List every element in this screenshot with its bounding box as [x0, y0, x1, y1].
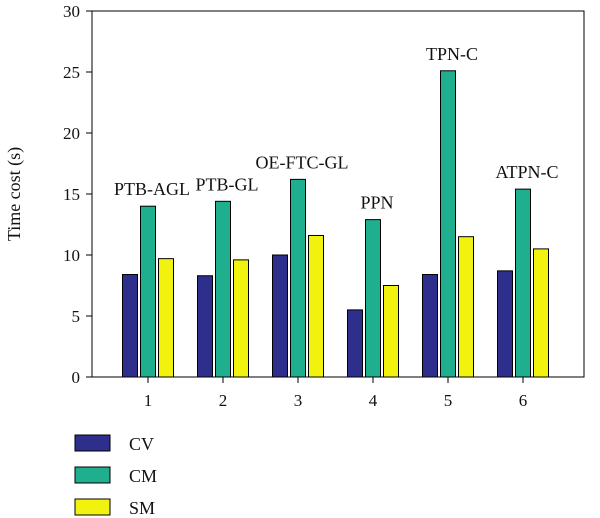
y-tick-label-25: 25 — [63, 63, 80, 82]
x-tick-label-5: 5 — [444, 391, 453, 410]
x-tick-label-1: 1 — [144, 391, 153, 410]
bar-cv-1 — [122, 274, 138, 378]
bar-cm-2 — [215, 200, 231, 378]
y-tick-label-15: 15 — [63, 185, 80, 204]
bar-cv-2 — [197, 275, 213, 378]
bar-cv-3 — [272, 254, 288, 378]
bar-sm-4 — [383, 285, 399, 378]
bar-cv-4 — [347, 309, 363, 378]
bar-cm-1 — [140, 205, 156, 378]
bar-cm-4 — [365, 219, 381, 378]
legend-swatch-cv — [74, 434, 111, 452]
legend-label-cm: CM — [129, 466, 157, 486]
x-tick-label-3: 3 — [294, 391, 303, 410]
y-tick-label-20: 20 — [63, 124, 80, 143]
x-tick-label-2: 2 — [219, 391, 228, 410]
bar-cm-3 — [290, 178, 306, 378]
x-tick-label-4: 4 — [369, 391, 378, 410]
y-tick-label-30: 30 — [63, 2, 80, 21]
y-tick-label-10: 10 — [63, 246, 80, 265]
bar-sm-1 — [158, 258, 174, 378]
x-tick-label-6: 6 — [519, 391, 528, 410]
bar-sm-3 — [308, 234, 324, 378]
bar-sm-6 — [533, 248, 549, 378]
bar-sm-5 — [458, 236, 474, 378]
bar-cm-5 — [440, 70, 456, 378]
legend-label-sm: SM — [129, 498, 155, 518]
legend: CV CM SM — [74, 434, 157, 518]
group-label-6: ATPN-C — [495, 162, 558, 182]
bar-cv-5 — [422, 274, 438, 378]
axes: 0 5 10 15 20 25 30 1 2 3 4 5 6 — [63, 2, 585, 410]
bar-sm-2 — [233, 259, 249, 378]
bar-cv-6 — [497, 270, 513, 378]
group-label-4: PPN — [360, 193, 393, 213]
legend-swatch-sm — [74, 498, 111, 516]
legend-swatch-cm — [74, 466, 111, 484]
y-axis-label: Time cost (s) — [4, 147, 25, 241]
group-label-2: PTB-GL — [196, 174, 259, 194]
y-tick-label-5: 5 — [72, 307, 81, 326]
group-label-1: PTB-AGL — [114, 179, 190, 199]
bar-cm-6 — [515, 188, 531, 378]
legend-label-cv: CV — [129, 434, 154, 454]
group-label-5: TPN-C — [426, 44, 478, 64]
group-label-3: OE-FTC-GL — [256, 152, 349, 172]
y-tick-label-0: 0 — [72, 368, 81, 387]
